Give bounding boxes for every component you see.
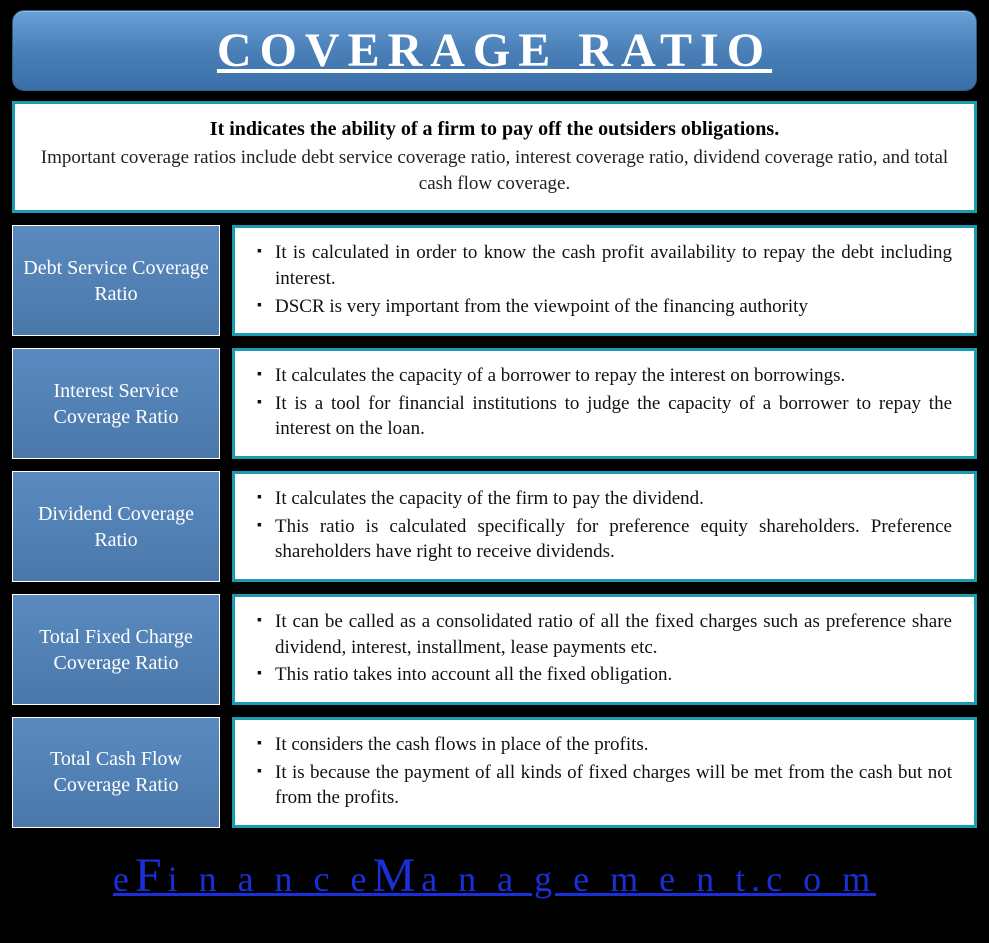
ratio-description: It can be called as a consolidated ratio…	[232, 594, 977, 705]
ratio-label: Total Fixed Charge Coverage Ratio	[12, 594, 220, 705]
ratio-point: This ratio is calculated specifically fo…	[257, 514, 952, 565]
ratio-point: It is a tool for financial institutions …	[257, 391, 952, 442]
intro-box: It indicates the ability of a firm to pa…	[12, 101, 977, 213]
ratio-point: It calculates the capacity of a borrower…	[257, 363, 952, 389]
ratio-row: Total Cash Flow Coverage Ratio It conside…	[12, 717, 977, 828]
ratio-point: This ratio takes into account all the fi…	[257, 662, 952, 688]
ratio-points-list: It calculates the capacity of a borrower…	[257, 363, 952, 442]
intro-bold-text: It indicates the ability of a firm to pa…	[39, 118, 950, 141]
ratio-points-list: It is calculated in order to know the ca…	[257, 240, 952, 319]
ratio-point: It considers the cash flows in place of …	[257, 732, 952, 758]
intro-sub-text: Important coverage ratios include debt s…	[39, 145, 950, 196]
ratio-point: It calculates the capacity of the firm t…	[257, 486, 952, 512]
footer-link[interactable]: eFi n a n c eMa n a g e m e n t.c o m	[113, 859, 876, 899]
ratio-row: Debt Service Coverage Ratio It is calcula…	[12, 225, 977, 336]
ratio-label: Total Cash Flow Coverage Ratio	[12, 717, 220, 828]
ratio-point: It is because the payment of all kinds o…	[257, 760, 952, 811]
footer-segment: M	[373, 849, 422, 902]
ratio-label: Interest Service Coverage Ratio	[12, 348, 220, 459]
ratio-description: It calculates the capacity of a borrower…	[232, 348, 977, 459]
ratio-point: DSCR is very important from the viewpoin…	[257, 294, 952, 320]
ratio-point: It is calculated in order to know the ca…	[257, 240, 952, 291]
ratio-point: It can be called as a consolidated ratio…	[257, 609, 952, 660]
footer-segment: a n a g e m e n t	[421, 859, 751, 899]
ratio-label: Dividend Coverage Ratio	[12, 471, 220, 582]
ratio-description: It considers the cash flows in place of …	[232, 717, 977, 828]
ratio-row: Interest Service Coverage Ratio It calcul…	[12, 348, 977, 459]
footer-segment: F	[135, 849, 168, 902]
ratio-points-list: It calculates the capacity of the firm t…	[257, 486, 952, 565]
ratio-description: It is calculated in order to know the ca…	[232, 225, 977, 336]
footer-segment: .	[751, 859, 766, 899]
ratio-row: Dividend Coverage Ratio It calculates the…	[12, 471, 977, 582]
ratio-row: Total Fixed Charge Coverage Ratio It can …	[12, 594, 977, 705]
ratio-label: Debt Service Coverage Ratio	[12, 225, 220, 336]
rows-container: Debt Service Coverage Ratio It is calcula…	[12, 225, 977, 828]
footer-segment: c o m	[766, 859, 876, 899]
page-title: COVERAGE RATIO	[33, 23, 956, 78]
footer-segment: e	[113, 859, 135, 899]
title-bar: COVERAGE RATIO	[12, 10, 977, 91]
ratio-points-list: It considers the cash flows in place of …	[257, 732, 952, 811]
ratio-description: It calculates the capacity of the firm t…	[232, 471, 977, 582]
footer: eFi n a n c eMa n a g e m e n t.c o m	[12, 840, 977, 907]
ratio-points-list: It can be called as a consolidated ratio…	[257, 609, 952, 688]
footer-segment: i n a n c e	[168, 859, 373, 899]
